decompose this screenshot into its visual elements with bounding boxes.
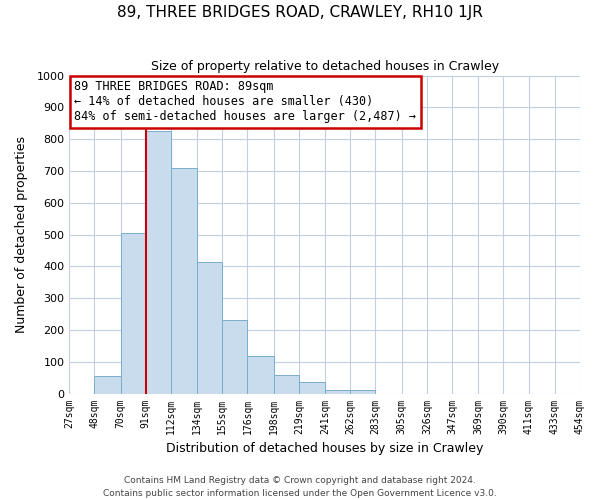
Bar bbox=[247, 356, 274, 394]
Bar bbox=[223, 320, 247, 394]
Bar bbox=[121, 233, 146, 394]
Bar bbox=[171, 168, 197, 394]
X-axis label: Distribution of detached houses by size in Crawley: Distribution of detached houses by size … bbox=[166, 442, 483, 455]
Y-axis label: Number of detached properties: Number of detached properties bbox=[15, 136, 28, 333]
Bar bbox=[350, 390, 376, 394]
Bar bbox=[197, 262, 223, 394]
Bar bbox=[325, 390, 350, 394]
Title: Size of property relative to detached houses in Crawley: Size of property relative to detached ho… bbox=[151, 60, 499, 73]
Text: Contains HM Land Registry data © Crown copyright and database right 2024.
Contai: Contains HM Land Registry data © Crown c… bbox=[103, 476, 497, 498]
Bar bbox=[274, 376, 299, 394]
Bar bbox=[299, 382, 325, 394]
Bar bbox=[146, 131, 171, 394]
Bar bbox=[94, 376, 121, 394]
Text: 89, THREE BRIDGES ROAD, CRAWLEY, RH10 1JR: 89, THREE BRIDGES ROAD, CRAWLEY, RH10 1J… bbox=[117, 5, 483, 20]
Text: 89 THREE BRIDGES ROAD: 89sqm
← 14% of detached houses are smaller (430)
84% of s: 89 THREE BRIDGES ROAD: 89sqm ← 14% of de… bbox=[74, 80, 416, 124]
